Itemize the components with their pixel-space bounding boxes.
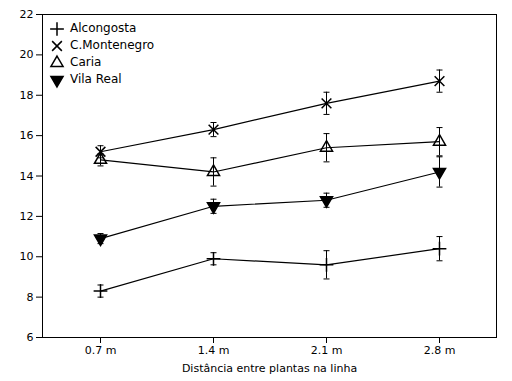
svg-text:0.7 m: 0.7 m xyxy=(85,344,117,357)
svg-text:14: 14 xyxy=(20,170,34,183)
svg-text:6: 6 xyxy=(27,331,34,344)
svg-text:Distância entre plantas na lin: Distância entre plantas na linha xyxy=(182,362,357,375)
svg-text:22: 22 xyxy=(20,8,34,21)
svg-text:20: 20 xyxy=(20,48,34,61)
html-text:C.Montenegro: C.Montenegro xyxy=(70,38,155,52)
svg-text:2.8 m: 2.8 m xyxy=(424,344,456,357)
html-text:Alcongosta: Alcongosta xyxy=(70,21,137,35)
svg-text:2.1 m: 2.1 m xyxy=(311,344,343,357)
svg-text:16: 16 xyxy=(20,129,34,142)
svg-text:12: 12 xyxy=(20,210,34,223)
svg-text:18: 18 xyxy=(20,89,34,102)
svg-text:1.4 m: 1.4 m xyxy=(198,344,230,357)
html-text:Caria: Caria xyxy=(70,55,102,69)
html-text:Vila Real: Vila Real xyxy=(70,72,122,86)
svg-text:8: 8 xyxy=(27,291,34,304)
svg-text:10: 10 xyxy=(20,250,34,263)
